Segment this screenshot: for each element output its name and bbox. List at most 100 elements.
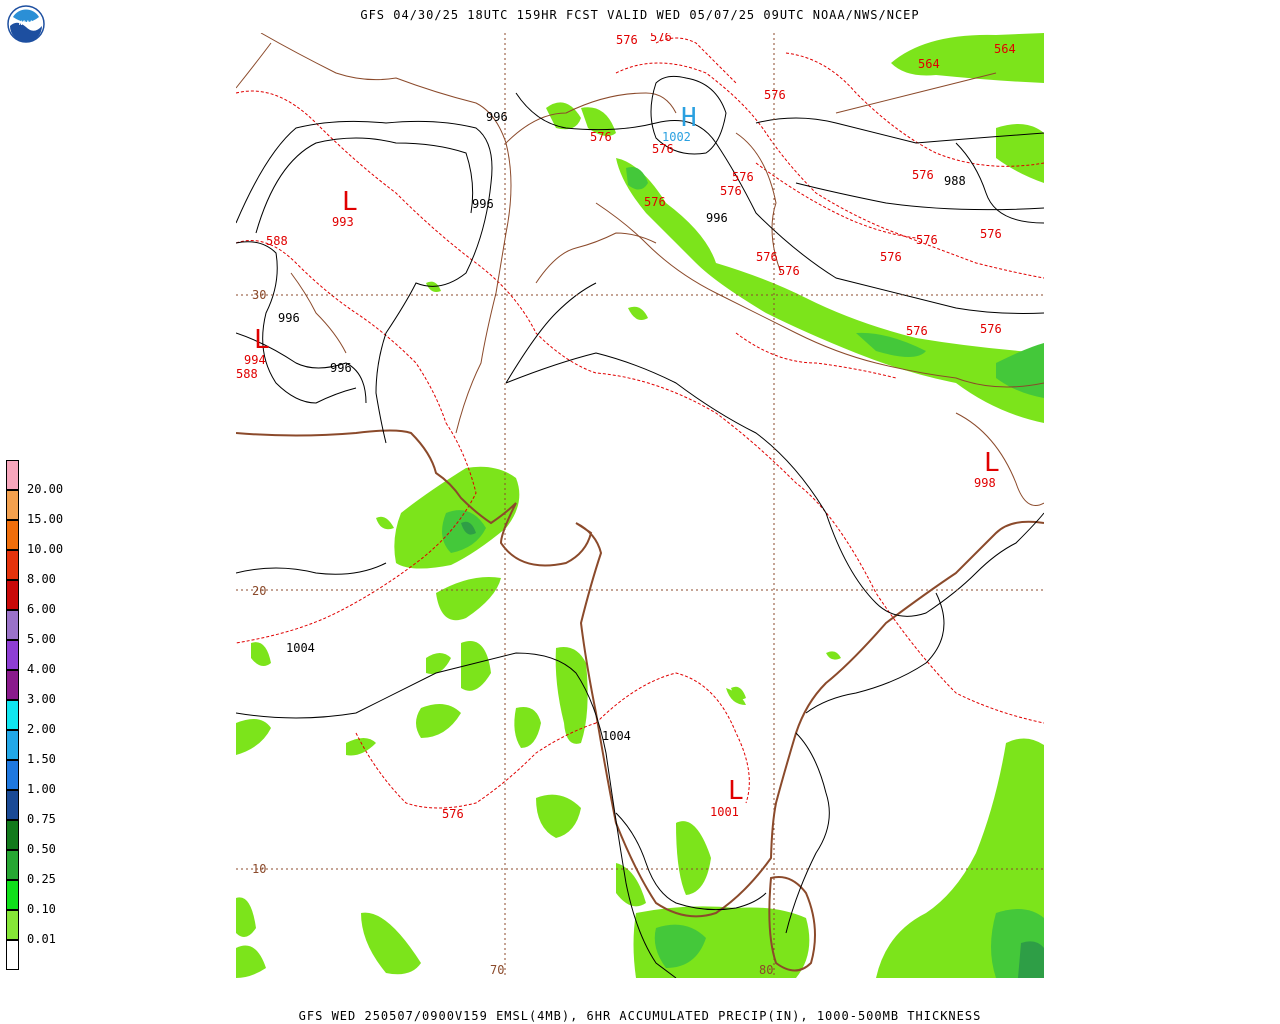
thickness-contour bbox=[735, 332, 897, 379]
precip-area bbox=[236, 897, 256, 937]
legend-swatch bbox=[6, 460, 19, 490]
isobar bbox=[785, 732, 830, 934]
precip-area bbox=[361, 912, 421, 975]
low-value: 993 bbox=[332, 215, 354, 229]
low-value: 994 bbox=[244, 353, 266, 367]
precip-area bbox=[616, 158, 1044, 423]
border bbox=[595, 202, 1044, 388]
thickness-label: 576 bbox=[644, 195, 666, 209]
precip-area bbox=[555, 647, 588, 744]
low-symbol: L bbox=[728, 776, 744, 806]
thickness-label: 576 bbox=[912, 168, 934, 182]
legend-label: 0.75 bbox=[27, 812, 56, 826]
legend-swatch bbox=[6, 670, 19, 700]
thickness-label: 576 bbox=[880, 250, 902, 264]
legend-swatch bbox=[6, 820, 19, 850]
isobar bbox=[805, 592, 945, 714]
thickness-label: 576 bbox=[442, 807, 464, 821]
precip-area bbox=[626, 167, 648, 190]
legend-label: 0.50 bbox=[27, 842, 56, 856]
thickness-contour bbox=[236, 240, 447, 424]
thickness-label: 576 bbox=[590, 130, 612, 144]
precip-area bbox=[426, 653, 451, 674]
precip-area bbox=[346, 738, 376, 756]
isobar-label: 996 bbox=[472, 197, 494, 211]
isobar-label: 996 bbox=[330, 361, 352, 375]
legend-label: 1.50 bbox=[27, 752, 56, 766]
thickness-label: 576 bbox=[720, 184, 742, 198]
isobar bbox=[255, 137, 474, 234]
coastline bbox=[236, 429, 1044, 918]
legend-label: 1.00 bbox=[27, 782, 56, 796]
isobar bbox=[505, 282, 597, 384]
legend-label: 4.00 bbox=[27, 662, 56, 676]
thickness-label: 576 bbox=[756, 250, 778, 264]
precip-area bbox=[581, 107, 616, 137]
thickness-label: 576 bbox=[616, 33, 638, 47]
border bbox=[290, 272, 347, 354]
high-symbol: H bbox=[681, 103, 697, 133]
isobar bbox=[236, 332, 367, 404]
precip-area bbox=[1018, 941, 1044, 978]
coastlines bbox=[236, 33, 1044, 972]
thickness-label: 564 bbox=[918, 57, 940, 71]
legend-label: 10.00 bbox=[27, 542, 64, 556]
thickness-label: 576 bbox=[732, 170, 754, 184]
low-center: L 994 bbox=[244, 325, 270, 367]
legend-label: 15.00 bbox=[27, 512, 64, 526]
precip-area bbox=[891, 33, 1044, 83]
thickness-contour bbox=[785, 52, 1044, 167]
legend-swatch bbox=[6, 520, 19, 550]
precip-area bbox=[726, 688, 746, 705]
low-symbol: L bbox=[984, 448, 1000, 478]
thickness-label: 576 bbox=[980, 322, 1002, 336]
legend-swatch bbox=[6, 760, 19, 790]
grid-label-lon80: 80 bbox=[759, 963, 773, 977]
precip-area bbox=[376, 516, 394, 530]
isobars bbox=[236, 75, 1044, 978]
precip-area bbox=[616, 863, 646, 907]
legend-label: 20.00 bbox=[27, 482, 64, 496]
logo-text: NOAA bbox=[19, 20, 34, 27]
thickness-label: 588 bbox=[236, 367, 258, 381]
thickness-label: 576 bbox=[916, 233, 938, 247]
precip-area bbox=[236, 945, 266, 978]
legend-label: 6.00 bbox=[27, 602, 56, 616]
border bbox=[535, 232, 657, 284]
thickness-label: 576 bbox=[764, 88, 786, 102]
isobar bbox=[505, 352, 1044, 617]
isobar-label: 988 bbox=[944, 174, 966, 188]
precip-area bbox=[442, 510, 486, 553]
pressure-centers: L 993 L 994 H 1002 L 998 L 1001 bbox=[244, 103, 1000, 819]
low-symbol: L bbox=[254, 325, 270, 355]
thickness-contour bbox=[355, 722, 597, 809]
thickness-label: 576 bbox=[650, 33, 672, 44]
isobar-label: 996 bbox=[486, 110, 508, 124]
precip-areas bbox=[236, 33, 1044, 978]
precip-area bbox=[461, 641, 491, 691]
legend-swatch bbox=[6, 610, 19, 640]
isobar bbox=[955, 142, 1044, 224]
low-value: 998 bbox=[974, 476, 996, 490]
thickness-contour bbox=[236, 90, 1044, 724]
legend-swatch bbox=[6, 580, 19, 610]
isobar-label: 1004 bbox=[602, 729, 631, 743]
border bbox=[236, 33, 507, 144]
isobar bbox=[236, 120, 493, 444]
precip-area bbox=[996, 124, 1044, 183]
thickness-label: 576 bbox=[652, 142, 674, 156]
legend-swatch bbox=[6, 940, 19, 970]
high-center: H 1002 bbox=[662, 103, 697, 144]
legend-swatch bbox=[6, 640, 19, 670]
isobar bbox=[795, 182, 1044, 211]
thickness-contour bbox=[615, 62, 1044, 279]
precip-area bbox=[436, 577, 501, 621]
forecast-map: 30 20 10 70 80 996 996 996 996 996 988 1… bbox=[236, 33, 1044, 978]
precip-area bbox=[676, 821, 711, 895]
grid-label-lon70: 70 bbox=[490, 963, 504, 977]
legend-swatch bbox=[6, 490, 19, 520]
precip-area bbox=[826, 651, 841, 660]
isobar bbox=[615, 812, 767, 911]
legend-swatch bbox=[6, 850, 19, 880]
precip-area bbox=[461, 521, 476, 535]
